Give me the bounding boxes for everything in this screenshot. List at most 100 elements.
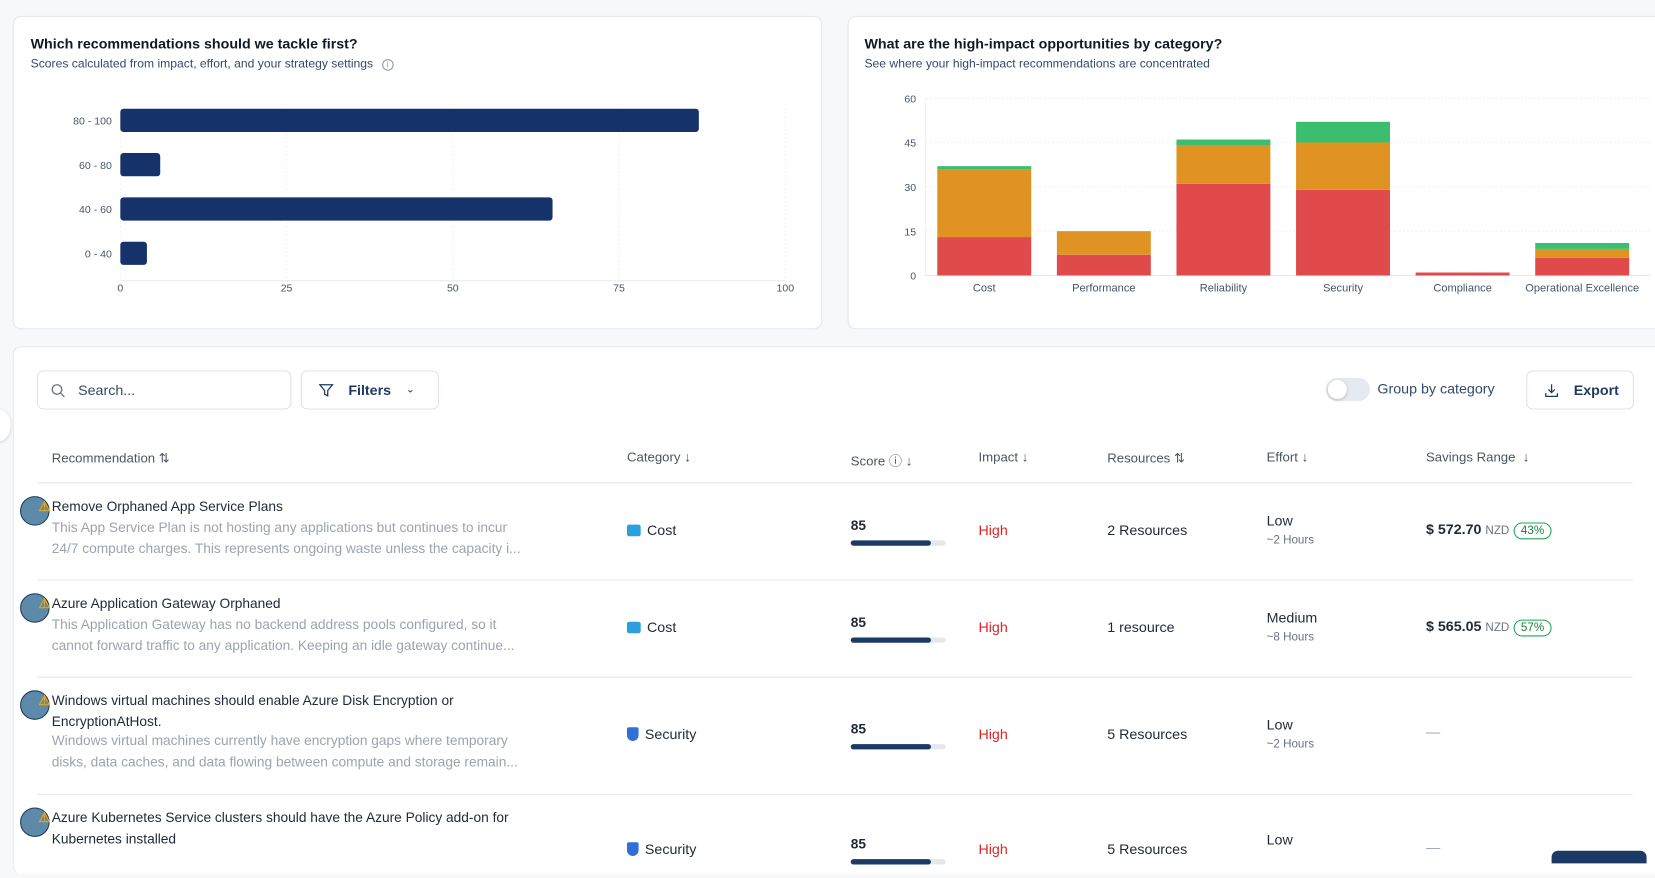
sort-down-icon: ↓: [1021, 449, 1029, 465]
x-tick-label: Security: [1323, 282, 1363, 294]
table-row[interactable]: ⚠ Remove Orphaned App Service Plans This …: [20, 482, 1633, 579]
shield-icon: [626, 727, 639, 741]
sort-down-icon: ↓: [1301, 449, 1309, 465]
sort-down-icon: ↓: [1522, 449, 1530, 465]
search-placeholder: Search...: [78, 382, 136, 398]
y-tick-label: 60 - 80: [79, 160, 112, 172]
y-tick-label: 0 - 40: [85, 249, 112, 261]
savings-cell: —: [1425, 839, 1441, 855]
col-savings-range[interactable]: Savings Range ↓: [1425, 449, 1530, 465]
savings-cell: —: [1425, 724, 1441, 740]
y-tick-label: 80 - 100: [73, 116, 112, 128]
bar-segment-Cost-0: [937, 237, 1032, 276]
group-by-category-label: Group by category: [1377, 381, 1495, 397]
recommendation-description: This Application Gateway has no backend …: [51, 616, 515, 654]
col-score[interactable]: Score ⓘ ↓: [850, 453, 913, 469]
bar-80-100: [120, 108, 699, 132]
col-recommendation[interactable]: Recommendation ⇅: [51, 450, 170, 466]
bar-segment-Cost-2: [937, 166, 1032, 170]
score-chart-card: Which recommendations should we tackle f…: [12, 15, 823, 330]
table-row[interactable]: ⚠ Windows virtual machines should enable…: [20, 676, 1633, 794]
score-bar: [850, 637, 946, 643]
bar-segment-Compliance-0: [1415, 272, 1510, 276]
y-tick-label: 45: [904, 138, 916, 150]
resources-cell[interactable]: 2 Resources: [1107, 522, 1188, 539]
recommendation-warning-icon: ⚠: [20, 593, 51, 623]
table-row[interactable]: ⚠ Azure Application Gateway Orphaned This…: [20, 579, 1633, 676]
search-input[interactable]: Search...: [36, 370, 292, 410]
col-resources[interactable]: Resources ⇅: [1107, 450, 1186, 466]
category-chart-title: What are the high-impact opportunities b…: [864, 35, 1223, 52]
info-icon[interactable]: i: [381, 59, 394, 71]
score-bar: [850, 859, 946, 865]
y-tick-label: 0: [910, 271, 916, 283]
recommendation-title[interactable]: Windows virtual machines should enable A…: [51, 692, 454, 730]
score-value: 85: [850, 720, 867, 737]
filters-button[interactable]: Filters ⌄: [300, 370, 440, 410]
collapse-handle[interactable]: [0, 409, 11, 442]
resources-cell[interactable]: 5 Resources: [1107, 726, 1188, 743]
cost-icon: [626, 524, 641, 537]
score-chart-title: Which recommendations should we tackle f…: [30, 35, 358, 52]
table-row[interactable]: ⚠ Azure Kubernetes Service clusters shou…: [20, 793, 1633, 878]
bar-segment-Cost-1: [937, 169, 1032, 238]
x-tick-label: 25: [281, 282, 293, 294]
category-chart-subtitle: See where your high-impact recommendatio…: [864, 58, 1210, 71]
bar-segment-Reliability-2: [1176, 139, 1271, 146]
x-tick-label: 50: [447, 282, 459, 294]
recommendations-table-card: [12, 346, 1655, 874]
resources-cell[interactable]: 5 Resources: [1107, 841, 1188, 858]
recommendation-title[interactable]: Azure Application Gateway Orphaned: [51, 595, 281, 612]
effort-cell: Low: [1266, 512, 1293, 529]
impact-cell: High: [978, 841, 1008, 858]
col-effort[interactable]: Effort ↓: [1266, 449, 1309, 465]
export-label: Export: [1573, 382, 1619, 398]
recommendation-warning-icon: ⚠: [20, 496, 51, 526]
effort-time: ~2 Hours: [1266, 737, 1315, 751]
search-icon: [51, 383, 65, 397]
recommendation-warning-icon: ⚠: [20, 690, 51, 720]
x-tick-label: 0: [117, 282, 123, 294]
score-bar: [850, 744, 946, 750]
bar-segment-Reliability-0: [1176, 183, 1271, 276]
score-value: 85: [850, 614, 867, 631]
y-tick-label: 15: [904, 226, 916, 238]
resources-cell[interactable]: 1 resource: [1107, 619, 1175, 636]
y-tick-label: 40 - 60: [79, 204, 112, 216]
x-tick-label: Performance: [1072, 282, 1135, 294]
recommendation-title[interactable]: Remove Orphaned App Service Plans: [51, 498, 283, 515]
category-cell: Security: [626, 726, 696, 742]
download-icon: [1545, 383, 1559, 397]
x-tick-label: Operational Excellence: [1525, 282, 1639, 294]
recommendation-title[interactable]: Azure Kubernetes Service clusters should…: [51, 809, 509, 847]
bar-segment-Reliability-1: [1176, 145, 1271, 184]
x-tick-label: Cost: [973, 282, 996, 294]
savings-cell: $ 565.05 NZD 57%: [1426, 619, 1552, 637]
savings-percent-badge: 43%: [1513, 522, 1552, 540]
x-tick-label: Reliability: [1200, 282, 1248, 294]
floating-button[interactable]: [1551, 850, 1647, 864]
bar-segment-Security-2: [1296, 121, 1390, 143]
category-chart-card: What are the high-impact opportunities b…: [847, 15, 1655, 330]
col-impact[interactable]: Impact ↓: [978, 449, 1029, 465]
bar-segment-Security-0: [1296, 189, 1390, 276]
effort-time: ~2 Hours: [1266, 534, 1315, 547]
category-cell: Security: [626, 841, 696, 857]
group-by-category-toggle[interactable]: [1325, 377, 1371, 402]
category-cell: Cost: [626, 620, 676, 635]
col-category[interactable]: Category ↓: [626, 449, 691, 465]
recommendation-description: Windows virtual machines currently have …: [51, 732, 518, 770]
export-button[interactable]: Export: [1526, 370, 1634, 410]
x-tick-label: 100: [776, 282, 794, 294]
bar-segment-OperationalExcellence-0: [1535, 257, 1630, 276]
bar-segment-OperationalExcellence-1: [1535, 248, 1630, 258]
x-tick-label: Compliance: [1433, 282, 1492, 294]
info-icon: ⓘ: [888, 453, 903, 469]
recommendation-warning-icon: ⚠: [20, 807, 51, 838]
category-stacked-chart: 0 15 30 45 60 Cost Performance Reliability Secur…: [904, 93, 1651, 294]
filters-label: Filters: [348, 382, 392, 398]
sort-down-icon: ↓: [684, 449, 691, 465]
recommendation-description: This App Service Plan is not hosting any…: [51, 519, 521, 557]
bar-segment-Security-1: [1296, 142, 1390, 190]
savings-percent-badge: 57%: [1513, 619, 1552, 637]
